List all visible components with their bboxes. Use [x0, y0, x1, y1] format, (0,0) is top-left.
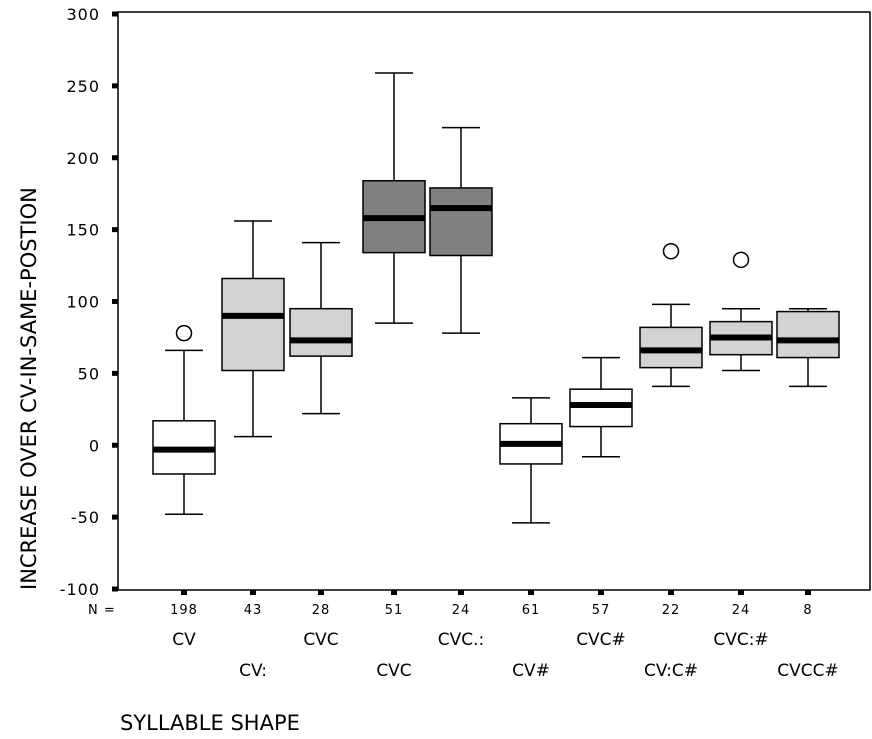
- x-tick-mark: [181, 590, 187, 595]
- category-label: CVC: [303, 630, 338, 650]
- y-tick-mark: [112, 227, 118, 233]
- n-count-label: 24: [452, 603, 471, 618]
- n-count-label: 43: [244, 603, 263, 618]
- y-tick-label: -100: [60, 580, 100, 599]
- box-9: [709, 251, 773, 372]
- box-8: [639, 242, 703, 388]
- category-label: CV#: [512, 661, 550, 681]
- x-axis-title: SYLLABLE SHAPE: [120, 711, 300, 735]
- x-tick-mark: [318, 590, 324, 595]
- y-tick-mark: [112, 514, 118, 520]
- y-tick-label: 100: [66, 293, 100, 312]
- n-count-label: 198: [170, 603, 198, 618]
- category-label: CVC: [376, 661, 411, 681]
- boxes: [152, 72, 840, 524]
- x-tick-mark: [391, 590, 397, 595]
- n-count-label: 61: [522, 603, 541, 618]
- outlier-point: [175, 324, 193, 342]
- box-6: [499, 397, 563, 524]
- category-label: CVC.:: [438, 630, 485, 650]
- category-label: CVC:#: [713, 630, 768, 650]
- n-count-label: 57: [592, 603, 611, 618]
- box-1: [152, 324, 216, 515]
- x-tick-mark: [668, 590, 674, 595]
- y-tick-label: 0: [89, 436, 100, 455]
- x-tick-mark: [738, 590, 744, 595]
- category-label: CV: [172, 630, 196, 650]
- y-axis-title: INCREASE OVER CV-IN-SAME-POSTION: [17, 187, 41, 590]
- box-5: [429, 126, 493, 334]
- iqr-box: [429, 187, 493, 257]
- box-2: [221, 220, 285, 438]
- y-tick-label: -50: [71, 508, 100, 527]
- y-tick-mark: [112, 586, 118, 592]
- y-tick-label: 150: [66, 221, 100, 240]
- outlier-point: [732, 251, 750, 269]
- category-label: CVCC#: [777, 661, 838, 681]
- y-axis: -100 -50 0 50 100 150 200 250 300: [60, 5, 118, 599]
- x-tick-mark: [805, 590, 811, 595]
- y-tick-mark: [112, 11, 118, 17]
- box-3: [289, 241, 353, 415]
- iqr-box: [289, 307, 353, 357]
- n-count-label: 51: [385, 603, 404, 618]
- outlier-point: [662, 242, 680, 260]
- y-tick-label: 300: [66, 5, 100, 24]
- n-count-label: 8: [803, 603, 812, 618]
- category-label: CV:C#: [644, 661, 698, 681]
- n-count-label: 22: [662, 603, 681, 618]
- y-tick-label: 50: [78, 364, 100, 383]
- box-4: [362, 72, 426, 324]
- box-7: [569, 356, 633, 458]
- x-tick-mark: [528, 590, 534, 595]
- y-tick-mark: [112, 299, 118, 304]
- x-tick-mark: [458, 590, 464, 595]
- iqr-box: [221, 277, 285, 372]
- x-tick-mark: [250, 590, 256, 595]
- box-10: [776, 307, 840, 388]
- iqr-box: [776, 310, 840, 359]
- n-count-label: 24: [732, 603, 751, 618]
- y-tick-mark: [112, 83, 118, 89]
- y-tick-mark: [112, 155, 118, 161]
- y-tick-label: 250: [66, 77, 100, 96]
- n-prefix-label: N =: [88, 603, 116, 618]
- category-label: CVC#: [576, 630, 626, 650]
- y-tick-mark: [112, 370, 118, 376]
- x-tick-mark: [598, 590, 604, 595]
- category-label: CV:: [239, 661, 267, 681]
- n-count-label: 28: [312, 603, 331, 618]
- x-axis: 198 CV 43 CV: 28 CVC 51 CVC 24 CVC.: 61 CV# 57 CVC# 22…: [170, 590, 839, 681]
- y-tick-label: 200: [66, 149, 100, 168]
- y-tick-mark: [112, 442, 118, 448]
